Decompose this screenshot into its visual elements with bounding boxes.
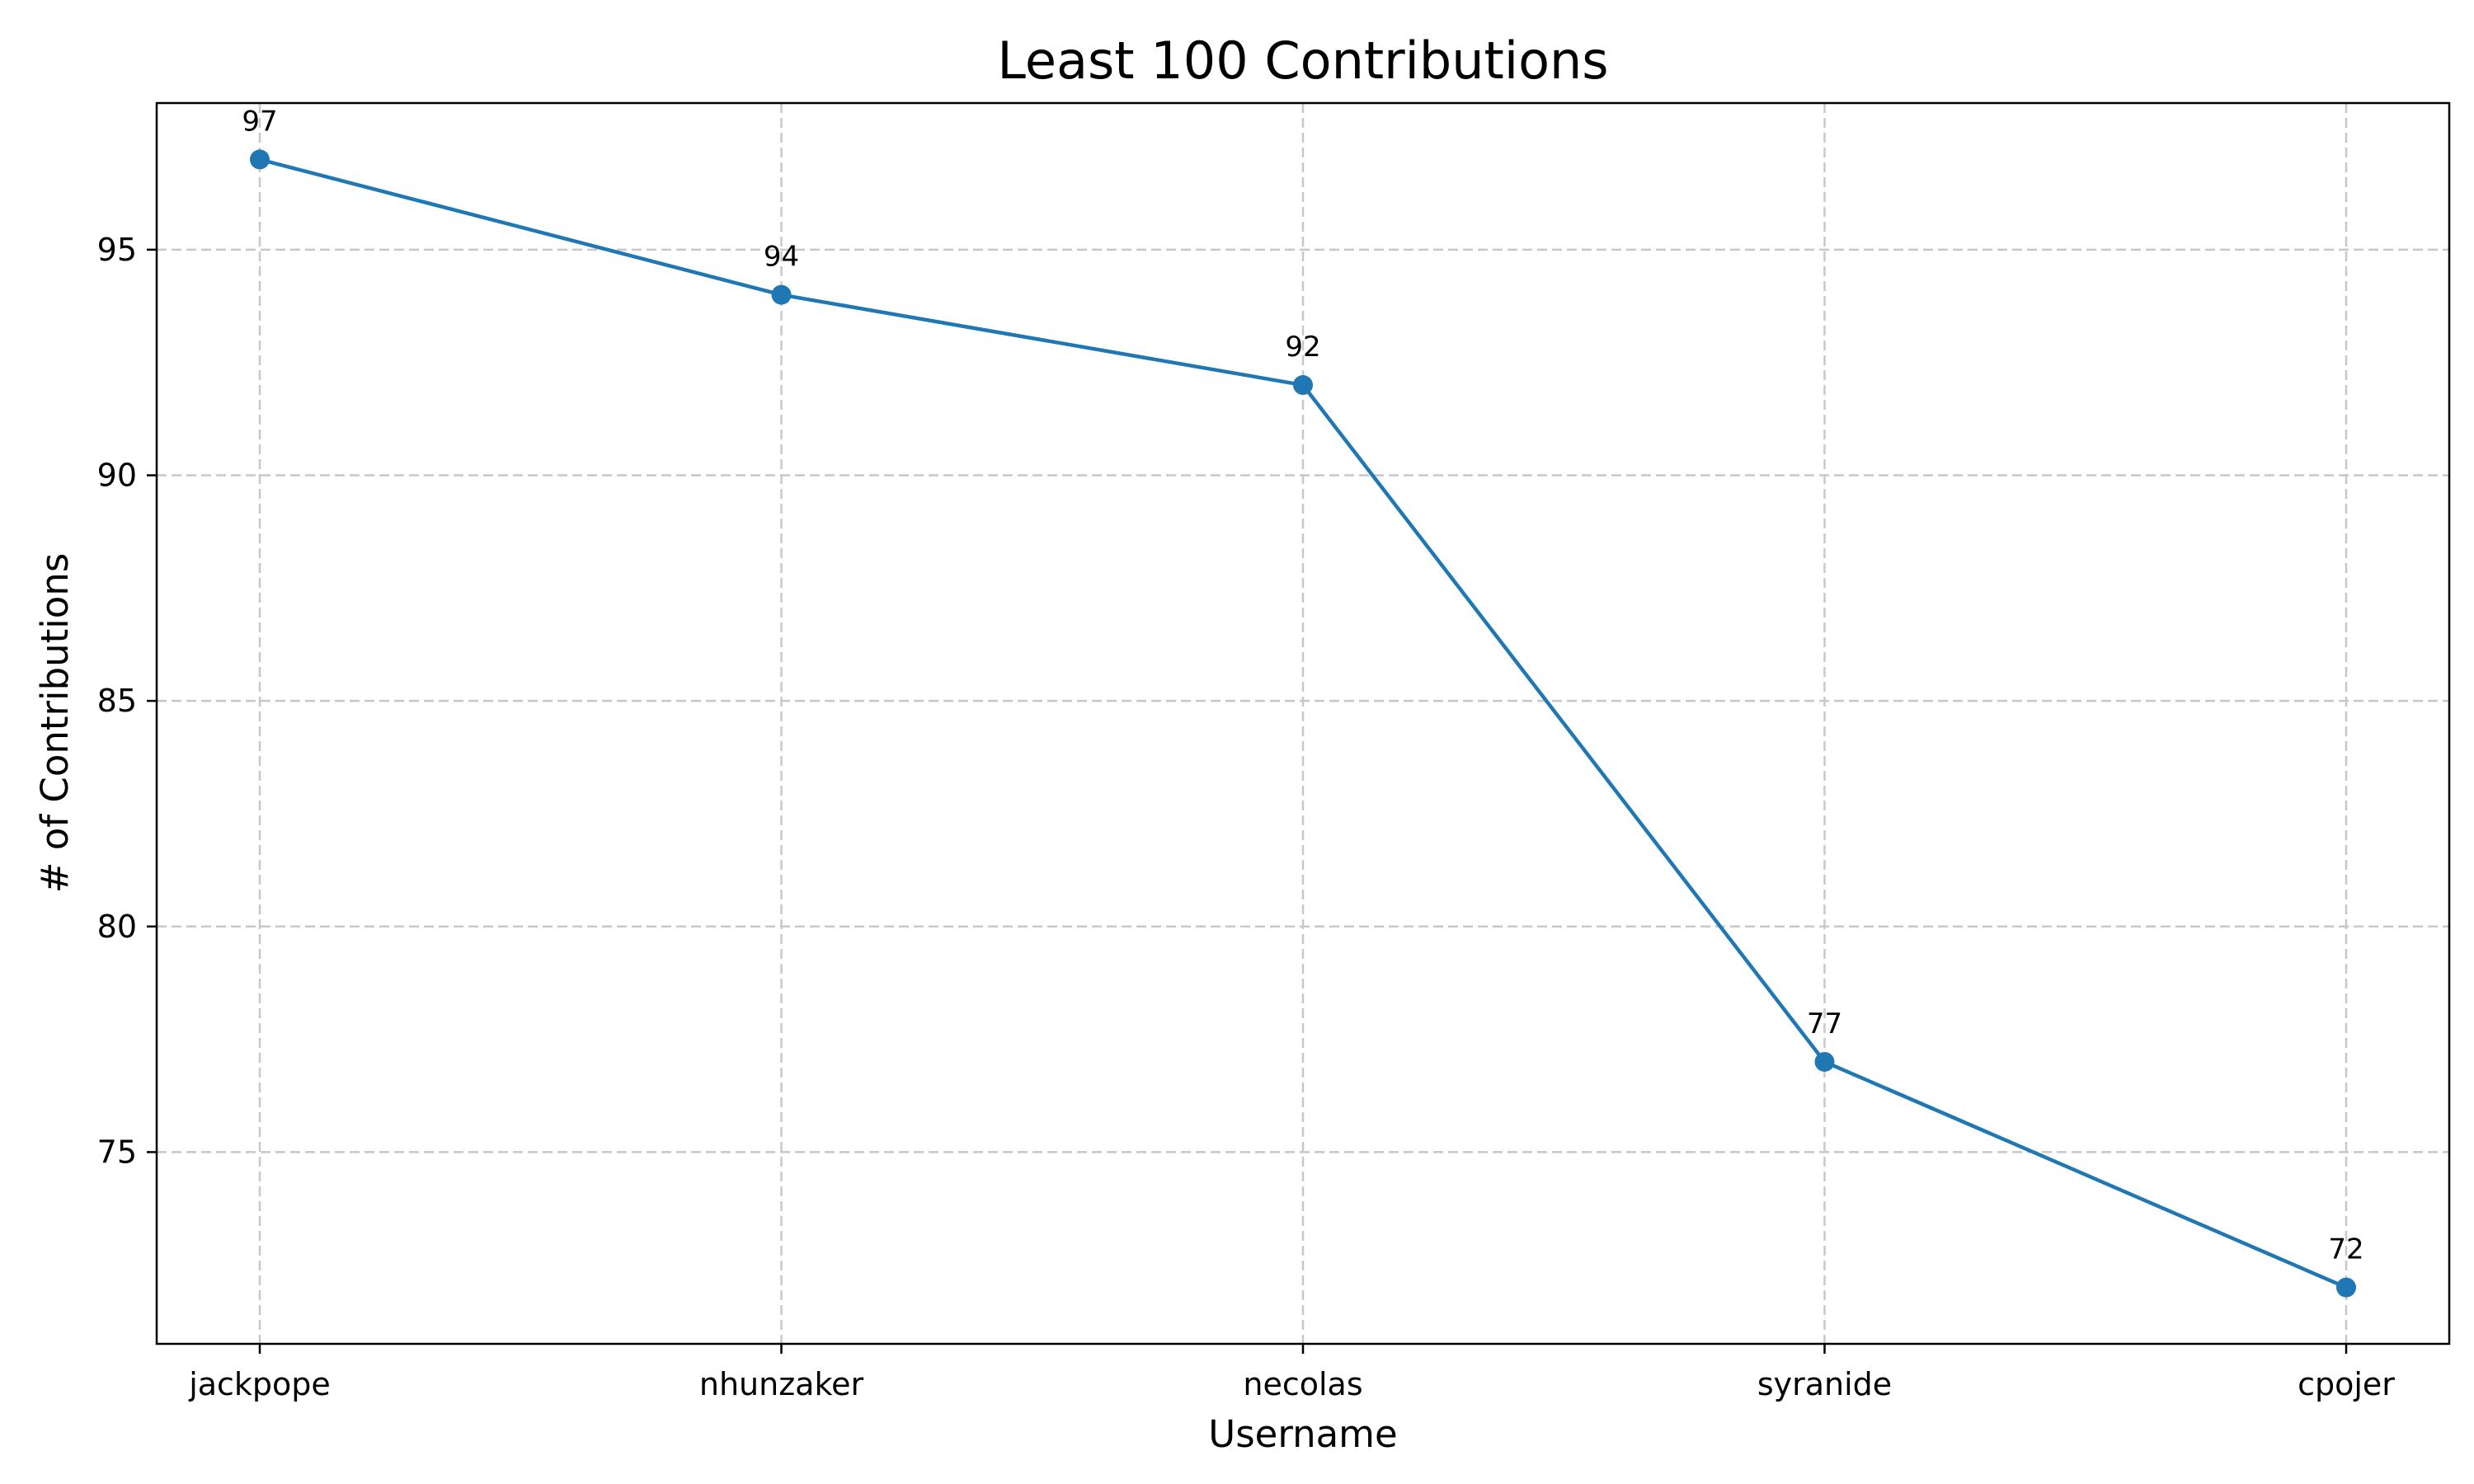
data-label: 92 [1285,331,1320,364]
y-tick-label: 80 [97,909,137,945]
axis-ticks: jackpope nhunzaker necolas syranide cpojer 75… [97,232,2396,1402]
series-layer: 97 94 92 77 72 [242,105,2364,1298]
y-axis-label: # of Contributions [33,553,77,894]
x-tick-label: jackpope [188,1366,331,1402]
data-label: 72 [2328,1233,2363,1266]
data-label: 94 [764,241,799,274]
y-tick-label: 95 [97,232,137,268]
y-tick-label: 90 [97,458,137,494]
data-point [771,284,792,305]
grid [157,103,2449,1344]
plot-frame [155,101,2451,1345]
data-label: 97 [242,105,277,138]
x-tick-label: cpojer [2298,1366,2395,1402]
data-point [2336,1277,2356,1298]
x-tick-label: syranide [1757,1366,1892,1402]
data-point [250,149,270,170]
x-tick-label: necolas [1243,1366,1362,1402]
y-tick-label: 85 [97,683,137,719]
y-tick-label: 75 [97,1134,137,1170]
chart-title: Least 100 Contributions [997,31,1608,91]
x-tick-label: nhunzaker [699,1366,864,1402]
data-label: 77 [1807,1007,1842,1040]
x-axis-label: Username [1208,1412,1397,1456]
data-point [1814,1051,1835,1072]
data-point [1293,375,1313,396]
